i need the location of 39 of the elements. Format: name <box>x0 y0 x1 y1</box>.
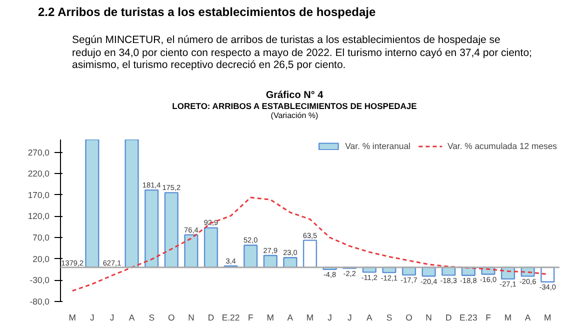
x-tick-label: N <box>426 312 432 322</box>
x-tick-label: M <box>504 312 512 322</box>
y-tick-label: 220,0 <box>28 168 50 179</box>
x-tick-label: E.22 <box>222 312 240 322</box>
x-tick-label: D <box>445 312 452 322</box>
x-tick-label: A <box>366 312 373 322</box>
x-tick-label: E.23 <box>460 312 478 322</box>
x-tick-label: A <box>524 312 531 322</box>
text: 2.2 Arribos de turistas a los establecimientos de hospedaje <box>38 4 376 21</box>
x-tick-label: N <box>188 312 194 322</box>
x-tick-label: M <box>544 312 552 322</box>
legend-label: Var. % acumulada 12 meses <box>447 141 557 151</box>
x-tick-label: S <box>386 312 392 322</box>
x-tick-label: M <box>68 312 76 322</box>
y-tick-label: 70,0 <box>32 232 50 243</box>
y-tick-label: 120,0 <box>28 211 50 222</box>
x-tick-label: O <box>406 312 413 322</box>
x-tick-label: D <box>208 312 214 322</box>
x-tick-label: M <box>306 312 314 322</box>
y-tick-label: -30,0 <box>30 275 50 286</box>
x-tick-label: J <box>110 312 114 322</box>
x-tick-label: S <box>148 312 155 322</box>
x-tick-label: M <box>266 312 274 322</box>
x-tick-label: F <box>486 312 491 322</box>
y-tick-label: -80,0 <box>30 296 50 306</box>
chart-title: Gráfico N° 4 <box>264 90 324 102</box>
x-tick-label: A <box>287 312 294 322</box>
x-tick-label: J <box>90 312 94 322</box>
text: Según MINCETUR, el número de arribos de turistas a los establecimientos de hospedaje se redujo en 34,0 por ciento con respecto a mayo de 2022. El turismo interno cayó en 37,4 por ciento; asimismo, el turismo receptivo decreció en 26,5 por ciento. <box>72 34 532 72</box>
x-tick-label: J <box>347 312 352 322</box>
y-tick-label: 170,0 <box>28 190 50 200</box>
x-tick-label: A <box>128 312 135 322</box>
chart-subtitle: LORETO: ARRIBOS A ESTABLECIMIENTOS DE HOSPEDAJE (Variación %) <box>172 100 417 120</box>
legend-label: Var. % interanual <box>345 141 410 151</box>
y-tick-label: 20,0 <box>32 254 50 264</box>
y-tick-label: 270,0 <box>28 147 50 158</box>
x-tick-label: J <box>328 312 332 322</box>
x-tick-label: O <box>168 312 176 322</box>
x-tick-label: F <box>248 312 254 322</box>
